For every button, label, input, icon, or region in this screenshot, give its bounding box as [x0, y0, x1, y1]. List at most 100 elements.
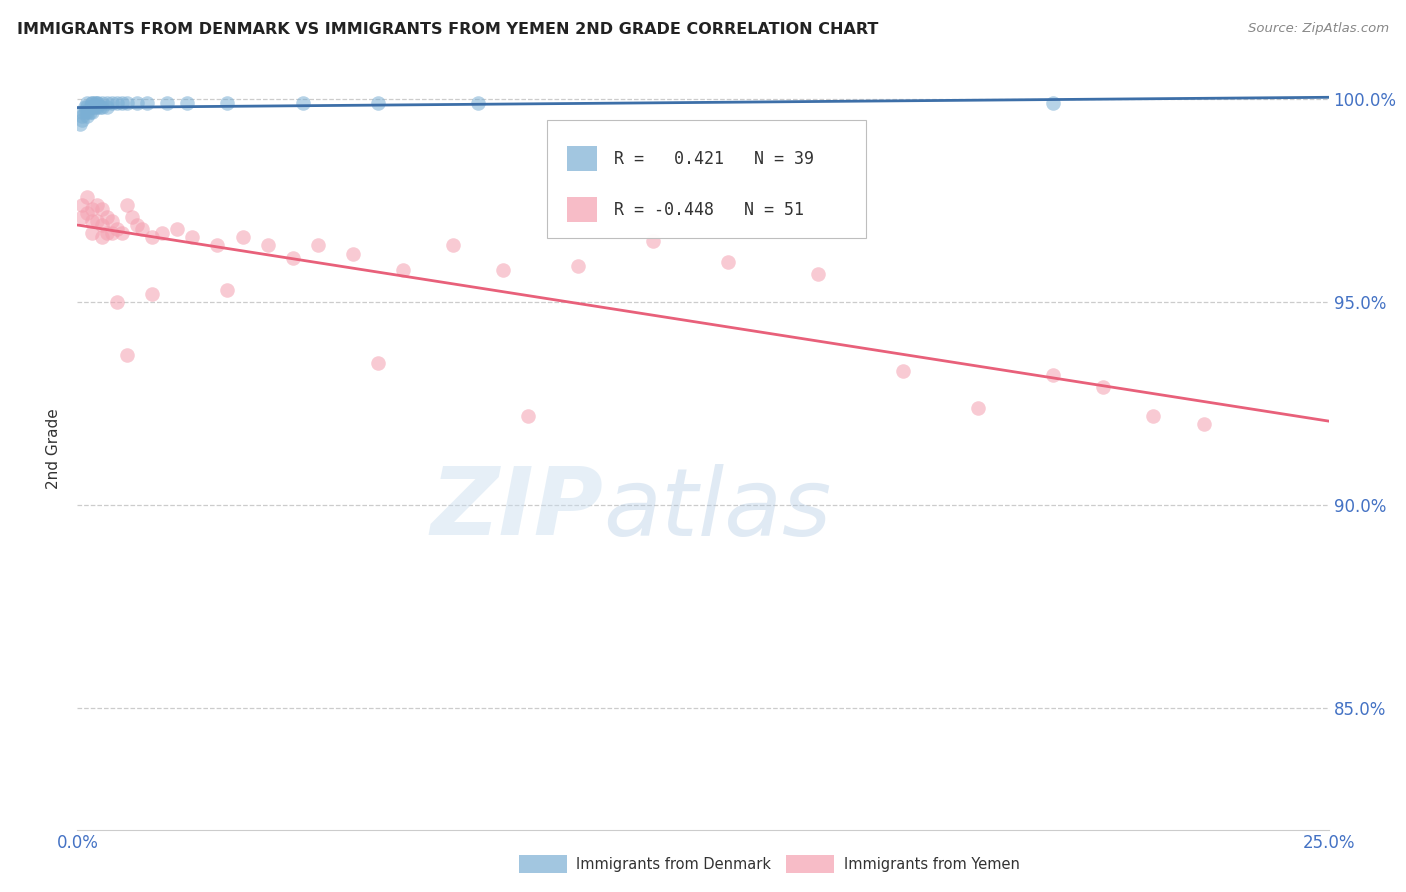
Point: [82, 100, 104, 114]
Point: [1192, 417, 1215, 431]
FancyBboxPatch shape: [567, 197, 596, 222]
Point: [231, 230, 253, 244]
Point: [111, 96, 134, 111]
Point: [967, 401, 990, 415]
Point: [717, 254, 740, 268]
Point: [101, 96, 124, 111]
Text: R = -0.448   N = 51: R = -0.448 N = 51: [614, 201, 804, 219]
Point: [467, 96, 489, 111]
Point: [82, 96, 104, 111]
Point: [82, 226, 104, 240]
Text: Source: ZipAtlas.com: Source: ZipAtlas.com: [1249, 22, 1389, 36]
Point: [256, 238, 278, 252]
Text: Immigrants from Yemen: Immigrants from Yemen: [844, 857, 1019, 871]
Point: [641, 235, 664, 249]
Point: [82, 104, 104, 119]
Point: [69, 117, 91, 131]
Point: [141, 287, 163, 301]
Point: [152, 226, 174, 240]
Text: IMMIGRANTS FROM DENMARK VS IMMIGRANTS FROM YEMEN 2ND GRADE CORRELATION CHART: IMMIGRANTS FROM DENMARK VS IMMIGRANTS FR…: [17, 22, 879, 37]
Point: [391, 262, 413, 277]
Point: [72, 198, 94, 212]
Point: [73, 104, 96, 119]
Point: [217, 96, 239, 111]
Point: [156, 96, 179, 111]
Point: [807, 267, 830, 281]
Point: [72, 112, 94, 127]
Point: [207, 238, 229, 252]
Point: [91, 218, 114, 232]
Point: [82, 214, 104, 228]
Point: [101, 226, 124, 240]
Point: [1042, 368, 1064, 383]
Point: [181, 230, 204, 244]
Point: [136, 96, 159, 111]
Point: [86, 198, 108, 212]
Point: [117, 96, 139, 111]
Point: [72, 109, 94, 123]
Point: [89, 100, 111, 114]
Point: [342, 246, 364, 260]
Point: [83, 100, 105, 114]
Point: [105, 295, 128, 310]
Point: [291, 96, 314, 111]
Point: [76, 109, 98, 123]
Point: [76, 206, 98, 220]
Point: [121, 210, 143, 224]
Point: [105, 222, 128, 236]
Point: [96, 96, 118, 111]
Point: [111, 226, 134, 240]
Point: [72, 104, 94, 119]
Point: [91, 202, 114, 216]
Point: [891, 364, 914, 378]
Point: [91, 230, 114, 244]
Point: [76, 96, 98, 111]
Point: [76, 190, 98, 204]
FancyBboxPatch shape: [567, 146, 596, 171]
Point: [79, 104, 101, 119]
Point: [367, 96, 389, 111]
Point: [1142, 409, 1164, 423]
Text: Immigrants from Denmark: Immigrants from Denmark: [576, 857, 772, 871]
Point: [83, 96, 105, 111]
Point: [567, 259, 589, 273]
Text: ZIP: ZIP: [430, 463, 603, 555]
Point: [127, 218, 149, 232]
Point: [76, 100, 98, 114]
Point: [166, 222, 188, 236]
Point: [441, 238, 464, 252]
Point: [516, 409, 538, 423]
Point: [79, 100, 101, 114]
Point: [91, 96, 114, 111]
Point: [492, 262, 515, 277]
Point: [307, 238, 329, 252]
Point: [281, 251, 304, 265]
Point: [367, 356, 389, 370]
Point: [96, 226, 118, 240]
Point: [127, 96, 149, 111]
Point: [96, 210, 118, 224]
Point: [72, 210, 94, 224]
Point: [105, 96, 128, 111]
Point: [82, 202, 104, 216]
Point: [86, 96, 108, 111]
Point: [101, 214, 124, 228]
Point: [86, 100, 108, 114]
Point: [176, 96, 198, 111]
Point: [73, 100, 96, 114]
Point: [76, 104, 98, 119]
Text: atlas: atlas: [603, 464, 831, 555]
Point: [91, 100, 114, 114]
Point: [217, 283, 239, 297]
Point: [96, 100, 118, 114]
Y-axis label: 2nd Grade: 2nd Grade: [46, 408, 62, 489]
Point: [1092, 380, 1115, 394]
Point: [131, 222, 153, 236]
Text: R =   0.421   N = 39: R = 0.421 N = 39: [614, 150, 814, 168]
Point: [82, 96, 104, 111]
Point: [86, 96, 108, 111]
Point: [86, 214, 108, 228]
Point: [141, 230, 163, 244]
Point: [117, 198, 139, 212]
Point: [117, 348, 139, 362]
